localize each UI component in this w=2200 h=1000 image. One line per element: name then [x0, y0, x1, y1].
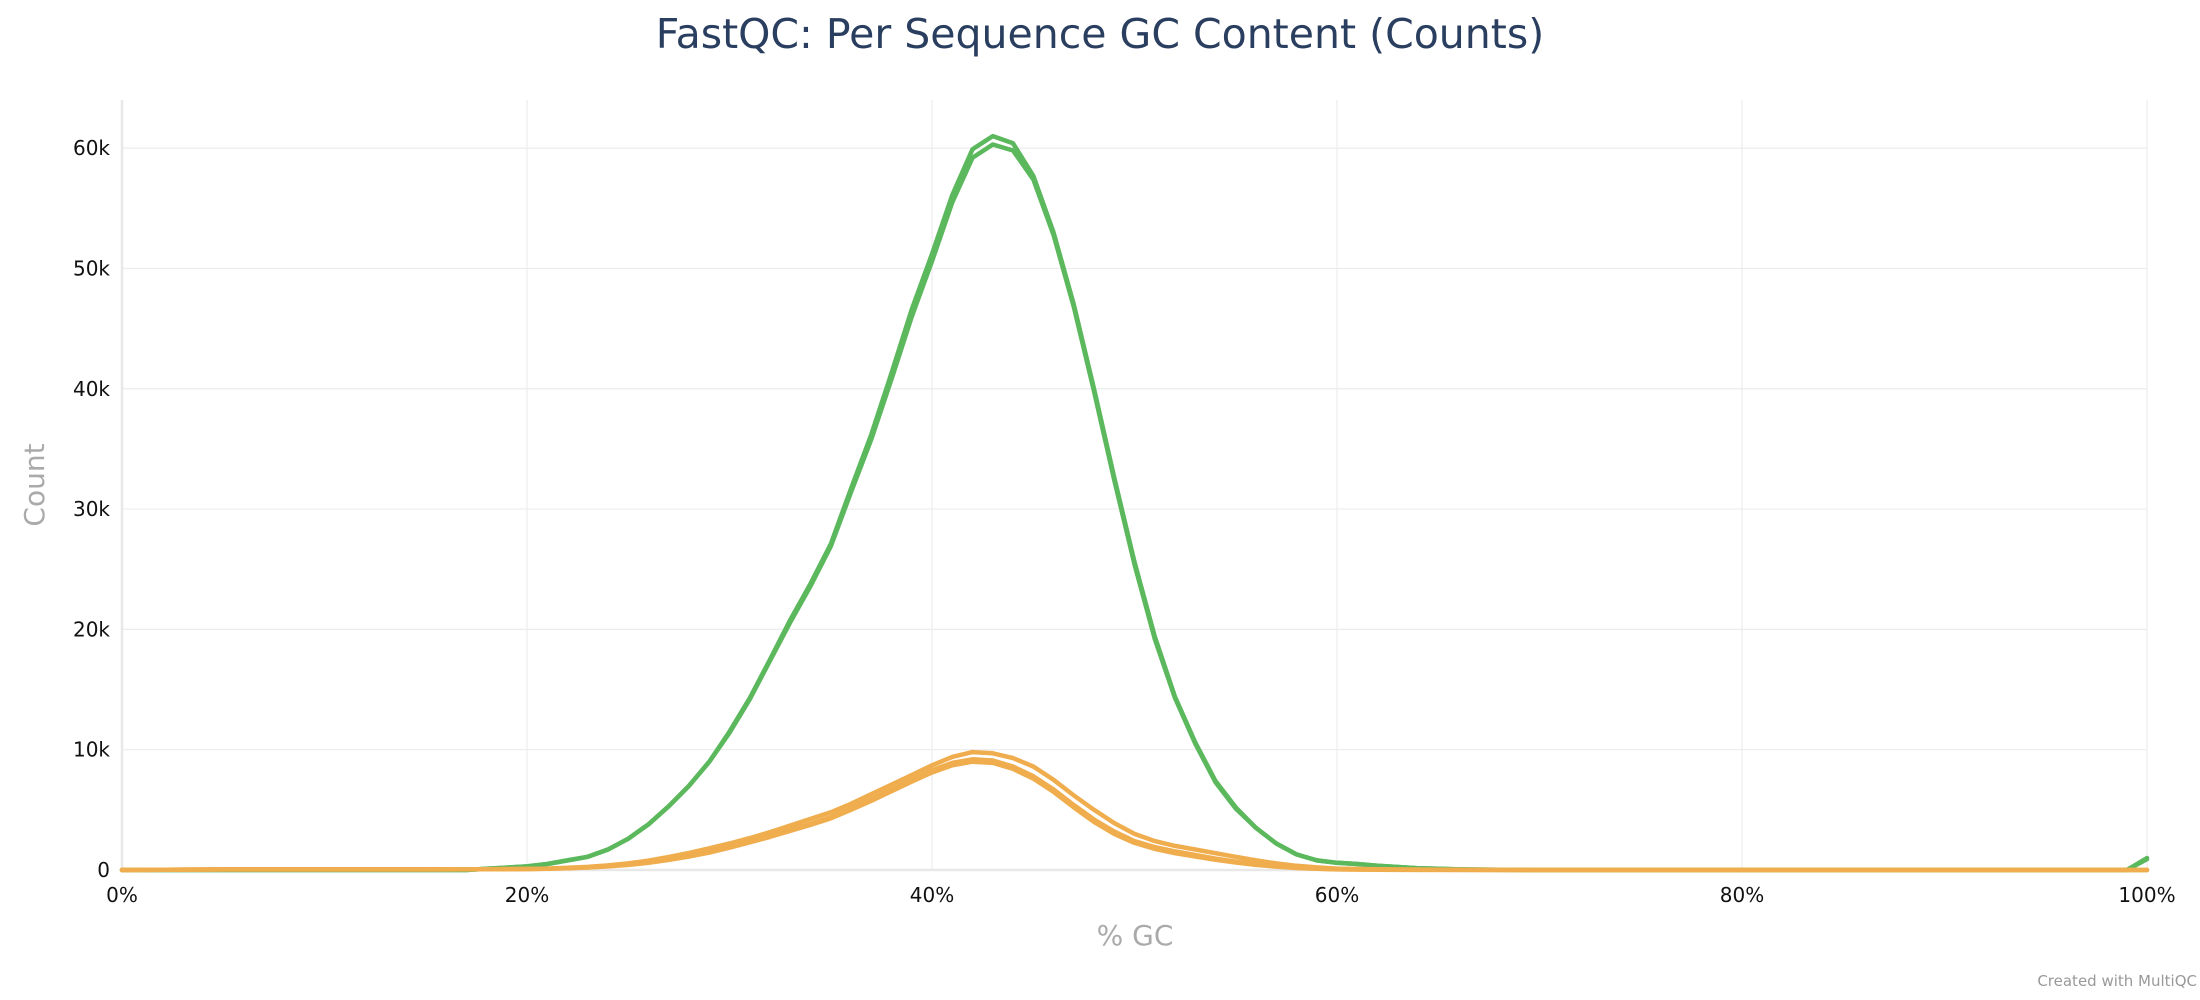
series-line-4[interactable] — [119, 757, 2150, 873]
x-tick-label: 20% — [505, 883, 549, 907]
grid — [122, 100, 2148, 870]
x-axis-title: % GC — [1097, 919, 1174, 952]
series-line-3[interactable] — [119, 749, 2150, 873]
series-line-5[interactable] — [119, 759, 2150, 873]
credit-text: Created with MultiQC — [2037, 972, 2197, 990]
y-axis-title: Count — [18, 443, 51, 526]
y-tick-label: 60k — [73, 136, 110, 160]
axes — [120, 100, 2147, 872]
y-tick-label: 30k — [73, 497, 110, 521]
x-tick-label: 60% — [1315, 883, 1359, 907]
x-tick-label: 40% — [910, 883, 954, 907]
plot-area — [119, 133, 2150, 873]
y-tick-label: 40k — [73, 377, 110, 401]
series-line-2[interactable] — [119, 133, 2150, 873]
tick-labels: 0 10k 20k 30k 40k 50k 60k 0% 20% 40% 60% 80% 100% — [73, 136, 2176, 907]
chart-title: FastQC: Per Sequence GC Content (Counts) — [656, 10, 1544, 58]
y-tick-label: 50k — [73, 256, 110, 280]
y-tick-label: 10k — [73, 738, 110, 762]
x-tick-label: 80% — [1720, 883, 1764, 907]
x-tick-label: 100% — [2118, 883, 2175, 907]
y-tick-label: 0 — [97, 858, 110, 882]
y-tick-label: 20k — [73, 617, 110, 641]
x-tick-label: 0% — [106, 883, 138, 907]
series-line-1[interactable] — [119, 142, 2150, 873]
